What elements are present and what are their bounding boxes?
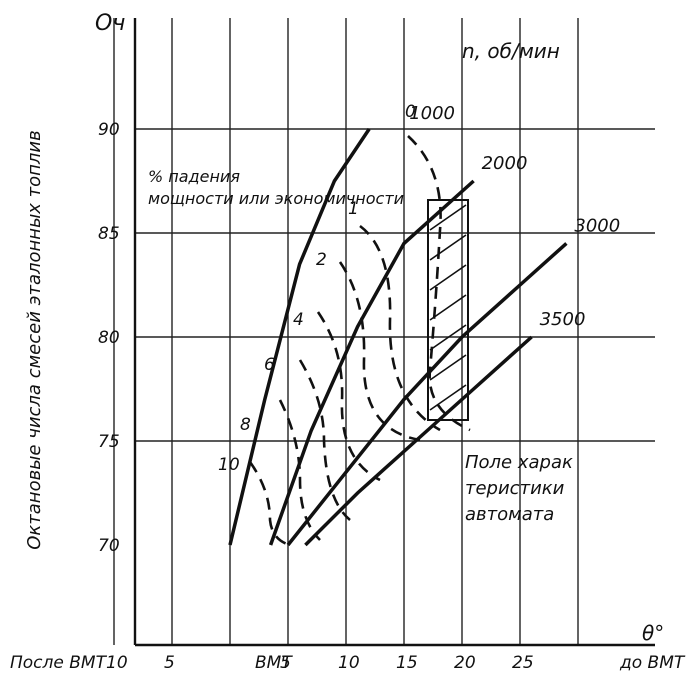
chart-grid	[113, 18, 655, 646]
power-drop-curve-4	[316, 311, 381, 482]
series-layer	[228, 128, 568, 547]
series-line-3000	[286, 242, 568, 547]
x-tick-label: 25	[512, 653, 534, 673]
x-tick-labels: 10 5 5 10 15 20 25	[106, 653, 534, 673]
power-drop-value: 4	[293, 310, 304, 330]
series-line-3500	[304, 335, 533, 547]
rpm-header: n, об/мин	[462, 39, 560, 63]
series-label-3500: 3500	[540, 309, 586, 330]
x-axis-symbol: θ°	[642, 621, 664, 645]
power-drop-value: 8	[240, 415, 251, 435]
automat-annotation-line1: Поле харак	[465, 452, 573, 473]
y-tick-label: 90	[98, 120, 120, 140]
x-tick-label: 10	[106, 653, 128, 673]
x-label-left: После ВМТ	[10, 653, 108, 673]
power-drop-value: 2	[316, 250, 327, 270]
power-drop-value: 0	[405, 102, 416, 122]
y-tick-label: 70	[98, 536, 120, 556]
y-tick-labels: 70 75 80 85 90	[98, 120, 120, 556]
x-tick-label: 20	[454, 653, 476, 673]
power-drop-label-line1: % падения	[148, 167, 240, 186]
automat-field-hatching	[429, 204, 467, 411]
power-drop-label-line2: мощности или экономичности	[148, 189, 404, 208]
x-tick-label: 15	[396, 653, 418, 673]
series-label-2000: 2000	[482, 153, 528, 174]
power-drop-label: % падения мощности или экономичности	[148, 167, 404, 208]
x-tick-label: 5	[280, 653, 291, 673]
y-top-label: Оч	[95, 11, 125, 36]
power-drop-curve-2	[338, 261, 421, 442]
power-drop-curve-8	[278, 399, 321, 541]
power-drop-dashed-curves	[248, 135, 471, 547]
power-drop-curve-1	[359, 224, 441, 432]
y-tick-label: 80	[98, 328, 120, 348]
series-label-1000: 1000	[409, 103, 455, 124]
power-drop-value: 10	[218, 455, 240, 475]
automat-annotation: Поле харак теристики автомата	[465, 452, 579, 525]
series-line-2000	[268, 179, 475, 546]
power-drop-value: 1	[348, 199, 359, 219]
automat-annotation-line2: теристики	[465, 478, 565, 499]
power-drop-values: 0 1 2 4 6 810	[218, 102, 416, 475]
power-drop-curve-6	[298, 359, 351, 521]
power-drop-value: 6	[264, 355, 275, 375]
x-tick-label: 10	[338, 653, 360, 673]
series-line-1000	[228, 128, 371, 546]
y-axis-title: Октановые числа смесей эталонных топлив	[24, 130, 45, 550]
power-drop-curve-10	[248, 461, 291, 547]
automat-field-box	[427, 199, 469, 421]
y-tick-label: 75	[98, 432, 120, 452]
automat-annotation-line3: автомата	[465, 504, 554, 525]
x-label-right: до ВМТ	[619, 653, 686, 673]
y-tick-label: 85	[98, 224, 120, 244]
series-label-3000: 3000	[574, 215, 620, 236]
series-labels: 1000 2000 3000 3500	[409, 103, 620, 330]
power-drop-curve-0	[407, 135, 471, 432]
x-tick-label: 5	[164, 653, 175, 673]
x-label-mid: ВМТ	[255, 653, 293, 673]
